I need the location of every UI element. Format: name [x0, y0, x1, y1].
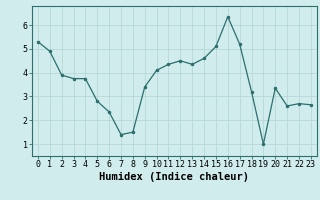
X-axis label: Humidex (Indice chaleur): Humidex (Indice chaleur) — [100, 172, 249, 182]
